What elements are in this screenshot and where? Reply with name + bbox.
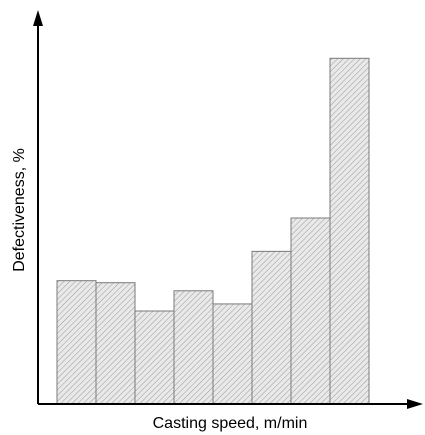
bar-7: [290, 217, 331, 405]
bar-1: [56, 280, 97, 405]
bar-3: [134, 310, 175, 405]
y-axis-arrow: [33, 10, 43, 26]
bar-8: [329, 57, 370, 405]
bar-4: [173, 290, 214, 405]
bar-5: [212, 303, 253, 405]
x-axis-arrow: [407, 399, 423, 409]
bar-2: [95, 282, 136, 405]
bars-group: [56, 57, 370, 405]
y-axis-label: Defectiveness, %: [11, 148, 28, 272]
x-axis-label: Casting speed, m/min: [153, 415, 308, 432]
bar-6: [251, 250, 292, 405]
